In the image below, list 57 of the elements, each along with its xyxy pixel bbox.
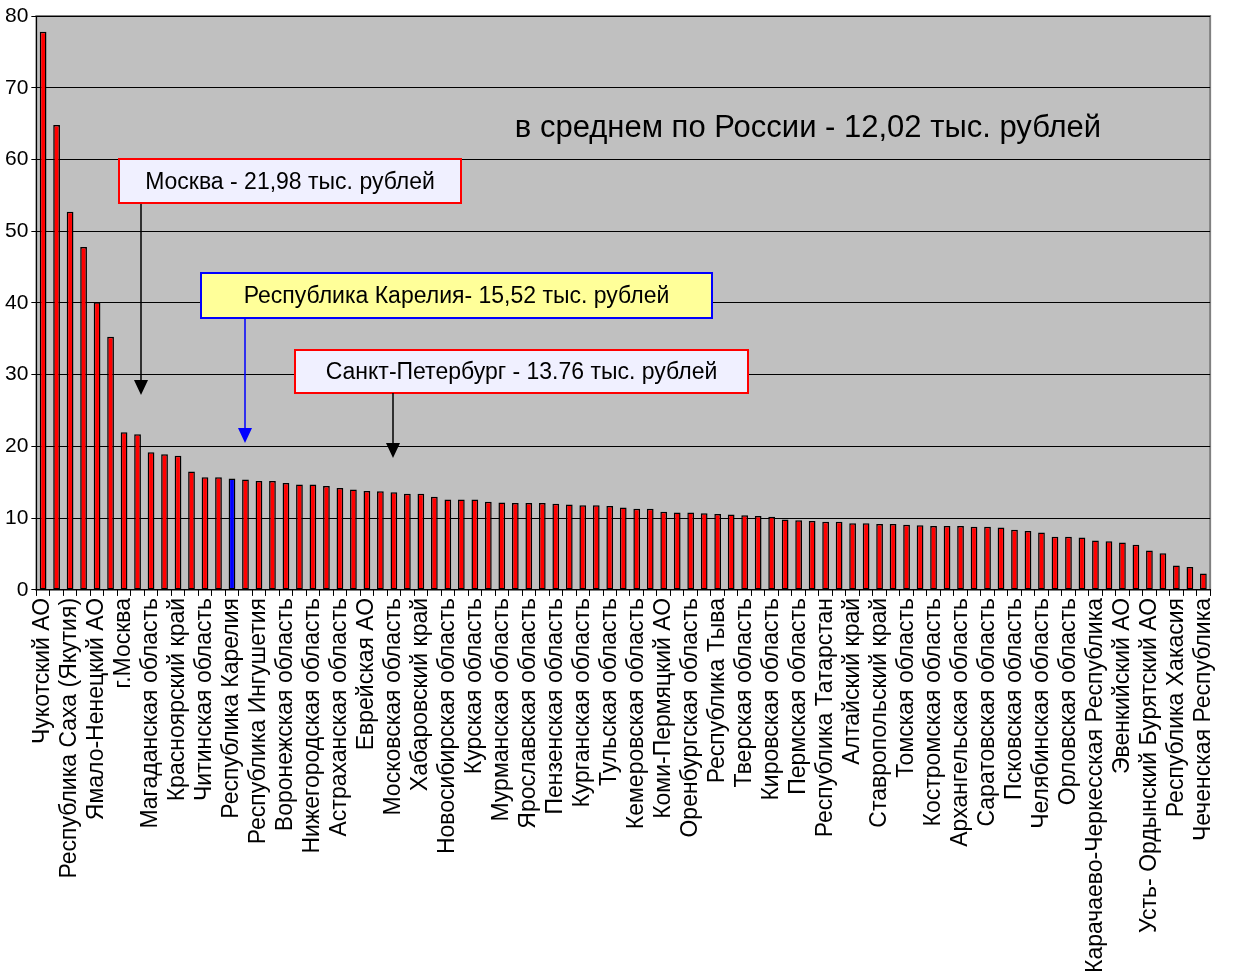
x-tick-label: Республика Хакасия [1161, 597, 1188, 818]
x-tick-label: Красноярский край [163, 597, 190, 802]
x-tick-label: Саратовская область [972, 597, 999, 827]
x-tick-label: Республика Тыва [703, 597, 730, 784]
y-tick-label: 70 [5, 74, 29, 98]
x-tick-label: Орловская область [1053, 597, 1080, 806]
x-tick-label: Республика Татарстан [810, 597, 837, 838]
x-tick-label: Еврейская АО [352, 597, 379, 751]
x-tick-label: Тверская область [730, 597, 757, 788]
x-tick-label: Пензенская область [541, 597, 568, 815]
x-tick-label: Эвенкийский АО [1107, 597, 1134, 775]
y-tick-label: 40 [5, 289, 29, 313]
y-tick-label: 30 [5, 361, 29, 385]
x-tick-label: Чеченская Республика [1188, 597, 1215, 842]
x-tick-label: Ямало-Ненецкий АО [82, 597, 109, 821]
x-tick-label: Хабаровский край [406, 597, 433, 792]
x-tick-label: Московская область [379, 597, 406, 816]
y-tick-label: 50 [5, 218, 29, 242]
x-tick-label: г.Москва [109, 597, 136, 689]
y-tick-label: 0 [16, 576, 29, 600]
x-tick-label: Кемеровская область [622, 597, 649, 830]
x-tick-label: Пермская область [783, 597, 810, 795]
x-tick-label: Ставропольский край [864, 597, 891, 828]
y-tick-label: 20 [5, 433, 29, 457]
x-tick-label: Алтайский край [837, 597, 864, 765]
x-tick-label: Чукотский АО [28, 597, 55, 745]
x-tick-label: Кировская область [756, 597, 783, 801]
x-tick-label: Костромская область [918, 597, 945, 827]
x-tick-label: Оренбургская область [676, 597, 703, 838]
callout-box: Москва - 21,98 тыс. рублей [118, 158, 462, 204]
x-tick-label: Читинская область [190, 597, 217, 802]
x-tick-label: Воронежская область [271, 597, 298, 832]
x-tick-label: Магаданская область [136, 597, 163, 829]
x-tick-label: Ярославская область [514, 597, 541, 829]
x-tick-label: Нижегородская область [298, 597, 325, 854]
x-tick-label: Республика Саха (Якутия) [55, 597, 82, 879]
x-tick-label: Псковская область [999, 597, 1026, 800]
x-tick-label: Томская область [891, 597, 918, 778]
y-tick-label: 60 [5, 146, 29, 170]
x-tick-label: Мурманская область [487, 597, 514, 822]
y-tick-label: 80 [5, 2, 29, 26]
callout-box: Республика Карелия- 15,52 тыс. рублей [200, 272, 713, 319]
callout-box: Санкт-Петербург - 13.76 тыс. рублей [294, 349, 749, 394]
x-tick-label: Тульская область [595, 597, 622, 786]
y-tick-label: 10 [5, 504, 29, 528]
x-tick-label: Курганская область [568, 597, 595, 808]
x-tick-label: Республика Ингушетия [244, 597, 271, 845]
annotation: в среднем по России - 12,02 тыс. рублей [513, 108, 1103, 146]
x-tick-label: Архангельская область [945, 597, 972, 847]
x-tick-label: Усть- Ордынский Бурятский АО [1134, 597, 1161, 933]
x-tick-label: Курская область [460, 597, 487, 775]
x-tick-label: Новосибирская область [433, 597, 460, 855]
x-tick-label: Карачаево-Черкесская Республика [1080, 597, 1107, 973]
x-tick-label: Коми-Пермяцкий АО [649, 597, 676, 819]
x-tick-label: Астраханская область [325, 597, 352, 837]
x-tick-label: Челябинская область [1026, 597, 1053, 829]
x-tick-label: Республика Карелия [217, 597, 244, 819]
